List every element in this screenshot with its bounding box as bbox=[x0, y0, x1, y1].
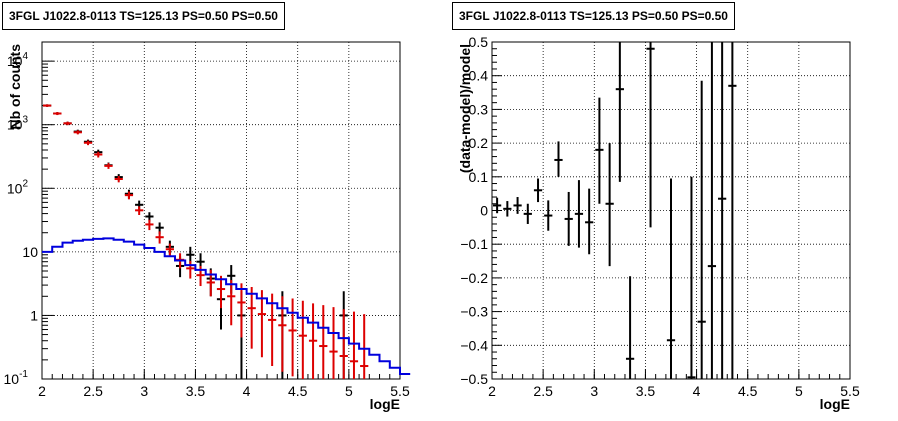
p1-x-tick-label: 2.5 bbox=[533, 383, 553, 399]
p1-x-tick-label: 3.5 bbox=[636, 383, 656, 399]
p0-y-tick-label: 10 bbox=[22, 244, 38, 260]
p1-x-tick-label: 5 bbox=[795, 383, 803, 399]
left-chart-title: 3FGL J1022.8-0113 TS=125.13 PS=0.50 PS=0… bbox=[2, 2, 285, 30]
p0-y-axis-title: Nb of counts bbox=[7, 44, 23, 130]
p1-y-tick-label: 0.1 bbox=[469, 169, 489, 185]
p1-x-tick-label: 4 bbox=[693, 383, 701, 399]
p1-y-tick-label: 0.5 bbox=[469, 34, 489, 50]
right-chart-title: 3FGL J1022.8-0113 TS=125.13 PS=0.50 PS=0… bbox=[452, 2, 735, 30]
p1-x-tick-label: 5.5 bbox=[840, 383, 860, 399]
p1-y-tick-label: 0 bbox=[480, 203, 488, 219]
p1-x-tick-label: 4.5 bbox=[738, 383, 758, 399]
p1-y-tick-label: 0.4 bbox=[469, 68, 489, 84]
p1-y-tick-label: −0.3 bbox=[460, 304, 488, 320]
p1-y-axis-title: (data-model)/model bbox=[457, 44, 473, 173]
p0-x-tick-label: 3 bbox=[140, 383, 148, 399]
p1-y-tick-label: −0.5 bbox=[460, 371, 488, 387]
p0-x-axis-title: logE bbox=[370, 396, 400, 412]
p0-y-tick-label: 10-1 bbox=[4, 369, 29, 387]
p1-y-tick-label: 0.2 bbox=[469, 135, 489, 151]
p1-x-tick-label: 2 bbox=[488, 383, 496, 399]
p1-x-tick-label: 3 bbox=[590, 383, 598, 399]
p0-plot-frame bbox=[41, 41, 401, 380]
p1-y-tick-label: 0.3 bbox=[469, 101, 489, 117]
p0-x-tick-label: 2 bbox=[38, 383, 46, 399]
p1-y-tick-label: −0.4 bbox=[460, 337, 488, 353]
p0-x-tick-label: 2.5 bbox=[83, 383, 103, 399]
p0-y-tick-label: 102 bbox=[7, 178, 29, 196]
p0-x-tick-label: 5 bbox=[345, 383, 353, 399]
p0-model-step-line bbox=[42, 237, 411, 375]
p0-x-tick-label: 4 bbox=[243, 383, 251, 399]
p0-y-tick-label: 104 bbox=[7, 51, 29, 69]
p0-y-tick-label: 103 bbox=[7, 115, 29, 133]
p0-x-tick-label: 4.5 bbox=[288, 383, 308, 399]
p1-y-tick-label: −0.2 bbox=[460, 270, 488, 286]
p0-x-tick-label: 3.5 bbox=[186, 383, 206, 399]
p1-x-axis-title: logE bbox=[820, 396, 850, 412]
p1-y-tick-label: −0.1 bbox=[460, 236, 488, 252]
p0-y-tick-label: 1 bbox=[30, 307, 38, 323]
p0-x-tick-label: 5.5 bbox=[390, 383, 410, 399]
